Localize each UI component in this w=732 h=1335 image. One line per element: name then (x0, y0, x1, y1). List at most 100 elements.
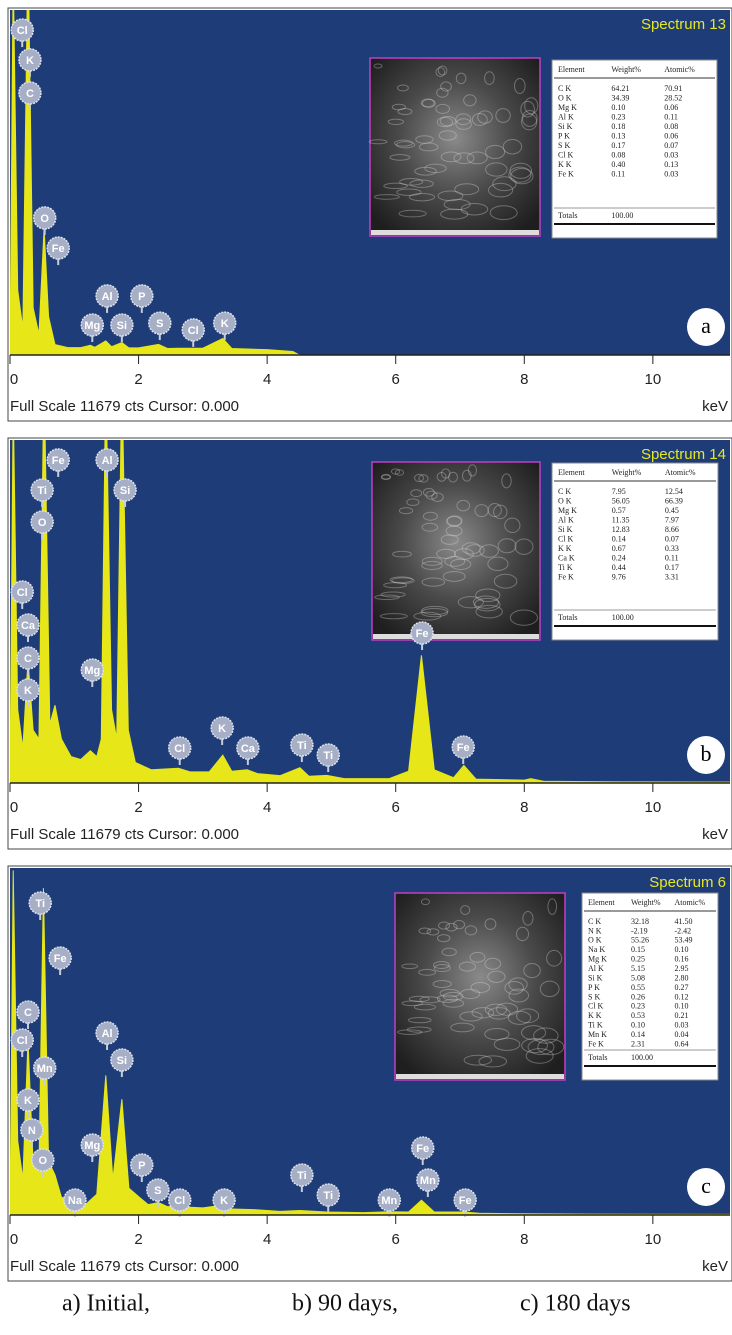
table-header: Atomic% (665, 468, 696, 477)
table-cell: K K (558, 544, 572, 553)
x-tick-label: 8 (520, 371, 528, 388)
peak-label: Mg (84, 665, 100, 677)
table-total-value: 100.00 (611, 211, 633, 220)
table-cell: 0.27 (674, 983, 688, 992)
table-cell: Si K (588, 973, 603, 982)
table-cell: Na K (588, 945, 605, 954)
peak-label: Ti (323, 750, 333, 762)
x-axis-label: keV (702, 826, 728, 843)
table-cell: 53.49 (674, 936, 692, 945)
table-cell: Fe K (558, 169, 574, 178)
table-header: Element (588, 898, 615, 907)
table-cell: 0.06 (664, 103, 678, 112)
spectrum-title: Spectrum 13 (641, 16, 726, 33)
x-tick-label: 4 (263, 371, 271, 388)
table-cell: Mg K (558, 506, 577, 515)
x-tick-label: 4 (263, 799, 271, 816)
peak-label: Si (117, 320, 127, 332)
table-cell: 0.45 (665, 506, 679, 515)
x-tick-label: 2 (134, 371, 142, 388)
x-tick-label: 0 (10, 799, 18, 816)
table-header: Weight% (611, 65, 641, 74)
table-cell: 0.03 (674, 1021, 688, 1030)
peak-label: Ti (323, 1190, 333, 1202)
table-cell: 41.50 (674, 917, 692, 926)
peak-label: K (220, 1195, 228, 1207)
table-cell: O K (558, 93, 572, 102)
table-cell: 0.13 (611, 131, 625, 140)
table-cell: K K (558, 160, 572, 169)
table-cell: 0.44 (612, 563, 626, 572)
peak-label: Fe (52, 243, 65, 255)
table-cell: 5.15 (631, 964, 645, 973)
table-cell: 0.10 (674, 945, 688, 954)
table-cell: 0.55 (631, 983, 645, 992)
caption: b) 90 days, (292, 1291, 398, 1317)
table-cell: C K (588, 917, 601, 926)
table-cell: 0.23 (611, 112, 625, 121)
peak-label: Mg (84, 320, 100, 332)
peak-label: Fe (52, 455, 65, 467)
table-cell: 0.13 (664, 160, 678, 169)
peak-label: K (24, 685, 32, 697)
table-cell: 0.03 (664, 169, 678, 178)
peak-label: Fe (54, 953, 67, 965)
table-cell: 0.67 (612, 544, 626, 553)
peak-label: O (39, 1155, 48, 1167)
table-cell: Cl K (558, 534, 574, 543)
peak-label: Ca (21, 620, 36, 632)
table-cell: C K (558, 84, 571, 93)
peak-label: Fe (416, 1143, 429, 1155)
table-cell: -2.19 (631, 926, 648, 935)
peak-label: Ti (37, 485, 47, 497)
peak-label: Al (102, 291, 113, 303)
table-cell: 5.08 (631, 973, 645, 982)
table-cell: 66.39 (665, 496, 683, 505)
x-tick-label: 0 (10, 1231, 18, 1248)
caption: c) 180 days (520, 1291, 631, 1317)
peak-label: Ti (35, 898, 45, 910)
peak-label: Cl (174, 743, 185, 755)
sem-scalebar (373, 634, 539, 639)
x-axis-label: keV (702, 398, 728, 415)
peak-label: S (156, 318, 163, 330)
table-total-label: Totals (558, 613, 577, 622)
x-tick-label: 0 (10, 371, 18, 388)
table-cell: 0.12 (674, 992, 688, 1001)
table-cell: 0.11 (611, 169, 625, 178)
table-cell: 0.24 (612, 553, 626, 562)
table-cell: Fe K (588, 1039, 604, 1048)
table-header: Atomic% (674, 898, 705, 907)
table-cell: 0.14 (631, 1030, 645, 1039)
peak-label: Si (117, 1055, 127, 1067)
peak-label: S (154, 1185, 161, 1197)
peak-label: Ca (241, 743, 256, 755)
peak-label: Fe (416, 628, 429, 640)
table-cell: 0.23 (631, 1002, 645, 1011)
table-cell: O K (558, 496, 572, 505)
panel-letter: b (701, 741, 712, 766)
table-cell: Mn K (588, 1030, 607, 1039)
peak-label: Cl (188, 325, 199, 337)
peak-label: P (138, 1160, 145, 1172)
footer: Full Scale 11679 cts Cursor: 0.000 (10, 1258, 239, 1275)
peak-label: Si (120, 485, 130, 497)
spectrum-panel: ElementWeight%Atomic%C K64.2170.91O K34.… (8, 0, 732, 421)
table-cell: O K (588, 936, 602, 945)
table-cell: Si K (558, 525, 573, 534)
x-tick-label: 4 (263, 1231, 271, 1248)
table-cell: Al K (558, 112, 574, 121)
x-tick-label: 10 (645, 799, 662, 816)
table-cell: 0.15 (631, 945, 645, 954)
table-cell: 0.06 (664, 131, 678, 140)
table-cell: 0.08 (664, 122, 678, 131)
table-cell: 7.97 (665, 515, 679, 524)
table-cell: 0.08 (611, 150, 625, 159)
peak-label: O (40, 213, 49, 225)
table-cell: -2.42 (674, 926, 691, 935)
caption: a) Initial, (62, 1291, 150, 1317)
table-cell: 7.95 (612, 487, 626, 496)
x-tick-label: 10 (645, 371, 662, 388)
